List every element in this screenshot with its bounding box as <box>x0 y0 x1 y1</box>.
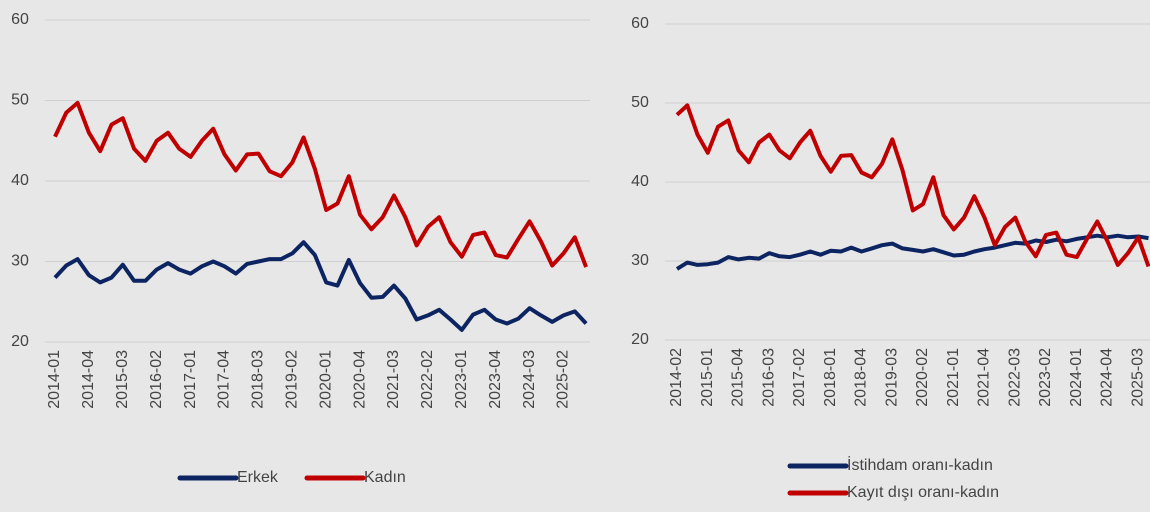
y-tick-label: 50 <box>631 94 649 111</box>
x-tick-label: 2022-02 <box>419 350 436 409</box>
series-line <box>53 100 588 268</box>
x-tick-label: 2020-02 <box>914 348 931 407</box>
x-tick-label: 2024-04 <box>1099 348 1116 407</box>
x-tick-label: 2025-03 <box>1129 348 1146 407</box>
x-tick-label: 2021-03 <box>385 350 402 409</box>
legend-label: Kadın <box>364 469 406 486</box>
y-tick-label: 60 <box>11 11 29 28</box>
x-tick-label: 2021-01 <box>945 348 962 407</box>
x-tick-label: 2019-03 <box>883 348 900 407</box>
x-tick-label: 2018-03 <box>250 350 267 409</box>
x-tick-label: 2024-01 <box>1068 348 1085 407</box>
y-tick-label: 40 <box>631 173 649 190</box>
legend-label: Erkek <box>237 469 279 486</box>
x-tick-label: 2022-03 <box>1006 348 1023 407</box>
series-line <box>53 240 588 332</box>
y-tick-label: 30 <box>11 253 29 270</box>
x-tick-label: 2018-04 <box>853 348 870 407</box>
x-tick-label: 2016-03 <box>760 348 777 407</box>
x-tick-label: 2015-04 <box>730 348 747 407</box>
y-tick-label: 60 <box>631 15 649 32</box>
x-tick-label: 2025-02 <box>555 350 572 409</box>
x-tick-label: 2023-02 <box>1037 348 1054 407</box>
x-tick-label: 2024-03 <box>521 350 538 409</box>
x-tick-label: 2016-02 <box>148 350 165 409</box>
x-tick-label: 2014-04 <box>80 350 97 409</box>
x-tick-label: 2018-01 <box>822 348 839 407</box>
y-tick-label: 40 <box>11 172 29 189</box>
x-tick-label: 2017-02 <box>791 348 808 407</box>
y-tick-label: 50 <box>11 92 29 109</box>
legend-label: İstihdam oranı-kadın <box>847 455 993 474</box>
series-line <box>675 233 1149 271</box>
series-line <box>675 103 1150 268</box>
x-tick-label: 2014-01 <box>46 350 63 409</box>
y-tick-label: 20 <box>11 333 29 350</box>
x-tick-label: 2015-01 <box>699 348 716 407</box>
x-tick-label: 2020-01 <box>317 350 334 409</box>
x-tick-label: 2017-04 <box>216 350 233 409</box>
x-tick-label: 2023-04 <box>487 350 504 409</box>
x-tick-label: 2020-04 <box>351 350 368 409</box>
x-tick-label: 2015-03 <box>114 350 131 409</box>
y-tick-label: 20 <box>631 331 649 348</box>
x-tick-label: 2021-04 <box>976 348 993 407</box>
y-tick-label: 30 <box>631 252 649 269</box>
x-tick-label: 2019-02 <box>284 350 301 409</box>
legend-label: Kayıt dışı oranı-kadın <box>847 484 999 501</box>
x-tick-label: 2023-01 <box>453 350 470 409</box>
x-tick-label: 2014-02 <box>668 348 685 407</box>
x-tick-label: 2017-01 <box>182 350 199 409</box>
